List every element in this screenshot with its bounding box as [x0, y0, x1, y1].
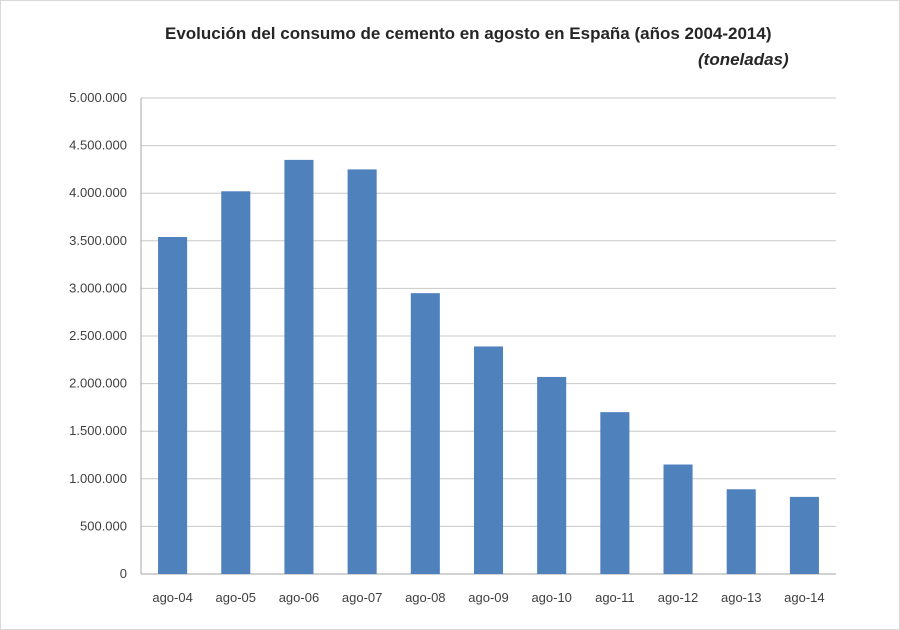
- y-tick-label: 1.500.000: [69, 423, 127, 438]
- bar-ago-08: [410, 293, 440, 574]
- y-tick-label: 2.000.000: [69, 376, 127, 391]
- x-tick-label: ago-06: [279, 590, 319, 605]
- bar-ago-10: [537, 376, 567, 574]
- y-tick-label: 4.000.000: [69, 185, 127, 200]
- y-tick-label: 500.000: [80, 518, 127, 533]
- x-tick-label: ago-13: [721, 590, 761, 605]
- x-tick-label: ago-10: [531, 590, 571, 605]
- y-tick-label: 3.000.000: [69, 280, 127, 295]
- x-tick-label: ago-07: [342, 590, 382, 605]
- bar-ago-12: [663, 464, 693, 574]
- bar-ago-14: [789, 496, 819, 574]
- y-tick-label: 5.000.000: [69, 90, 127, 105]
- chart-title: Evolución del consumo de cemento en agos…: [165, 24, 772, 43]
- bar-ago-09: [473, 346, 504, 574]
- y-tick-label: 2.500.000: [69, 328, 127, 343]
- x-tick-label: ago-12: [658, 590, 698, 605]
- bar-ago-13: [726, 489, 756, 574]
- x-tick-label: ago-11: [595, 590, 635, 605]
- x-tick-label: ago-08: [405, 590, 445, 605]
- bar-ago-07: [347, 169, 377, 574]
- chart-subtitle: (toneladas): [698, 50, 789, 69]
- bar-ago-05: [221, 191, 251, 574]
- y-tick-label: 3.500.000: [69, 233, 127, 248]
- bar-ago-06: [284, 159, 314, 574]
- x-tick-label: ago-04: [152, 590, 192, 605]
- y-tick-label: 1.000.000: [69, 471, 127, 486]
- y-tick-label: 4.500.000: [69, 138, 127, 153]
- x-tick-label: ago-05: [216, 590, 256, 605]
- bar-ago-04: [158, 236, 188, 574]
- bar-ago-11: [600, 412, 630, 574]
- x-tick-label: ago-09: [468, 590, 508, 605]
- y-tick-label: 0: [120, 566, 127, 581]
- x-tick-label: ago-14: [784, 590, 824, 605]
